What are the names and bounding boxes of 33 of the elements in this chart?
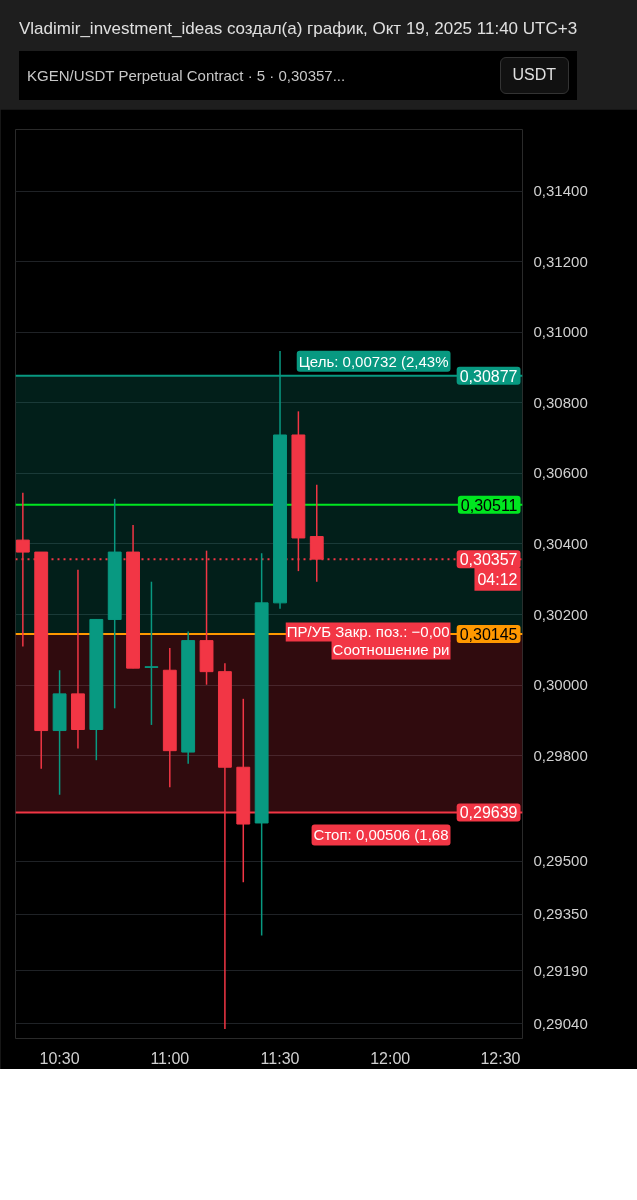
y-tick-label: 0,30800 [533,394,588,411]
ref-line-label: 0,29639 [459,804,518,822]
y-tick-label: 0,30200 [533,605,588,623]
ref-line-label: 0,30145 [459,626,518,644]
y-tick-label: 0,31400 [533,182,588,200]
ref-line-label: 0,30877 [459,367,518,385]
annotation: Соотношение ри [332,641,450,659]
ref-line-label: 0,30357 [459,551,518,569]
x-tick-label: 10:30 [39,1049,80,1067]
annotation: ПР/УБ Закр. поз.: −0,00 [286,623,450,641]
chart-subtitle: Vladimir_investment_ideas создал(а) график, Окт 19, 2025 11:40 UTC+3 [19,19,578,38]
candlestick [15,492,30,648]
y-tick-label: 0,30400 [533,535,588,553]
y-tick-label: 0,29190 [533,961,588,979]
x-tick-label: 11:30 [260,1049,300,1067]
y-tick-label: 0,29040 [533,1014,588,1032]
y-tick-label: 0,30000 [533,676,588,694]
y-tick-label: 0,30600 [533,464,588,482]
band-label: Стоп: 0,00506 (1,68 [313,826,449,844]
y-tick-label: 0,31000 [533,323,588,341]
chart-title: KGEN/USDT Perpetual Contract · 5 · 0,30357... [27,66,346,86]
x-tick-label: 12:00 [370,1049,411,1067]
band-label: Цель: 0,00732 (2,43% [298,352,449,370]
y-tick-label: 0,29500 [533,852,588,870]
candlestick [144,581,159,726]
ref-line-label: 0,30511 [460,496,518,514]
text: USDT [499,57,570,95]
annotation: 04:12 [477,570,518,588]
x-tick-label: 12:30 [480,1049,521,1067]
y-tick-label: 0,31200 [533,252,588,270]
y-tick-label: 0,29800 [533,746,588,764]
x-tick-label: 11:00 [150,1049,190,1067]
y-tick-label: 0,29350 [533,905,588,923]
